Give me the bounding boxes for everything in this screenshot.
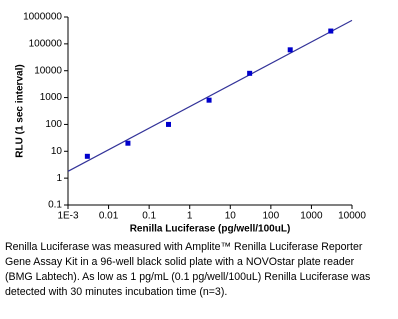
data-point xyxy=(166,121,172,127)
x-tick-label: 1 xyxy=(187,211,193,222)
fit-line xyxy=(67,19,353,172)
x-tick-label: 10000 xyxy=(338,211,366,222)
x-tick-label: 0.01 xyxy=(99,211,119,222)
x-axis-label: Renilla Luciferase (pg/well/100uL) xyxy=(130,224,291,235)
data-point xyxy=(287,47,293,53)
caption-line: (BMG Labtech). As low as 1 pg/mL (0.1 pg… xyxy=(5,271,371,283)
y-axis-label: RLU (1 sec interval) xyxy=(15,64,26,157)
y-tick-label: 10 xyxy=(51,146,63,157)
y-tick-label: 0.1 xyxy=(48,200,62,211)
data-point xyxy=(206,97,212,103)
data-point xyxy=(84,153,90,159)
y-tick-label: 10000 xyxy=(34,65,62,76)
y-tick-label: 1000000 xyxy=(23,12,62,23)
data-point xyxy=(125,140,131,146)
x-tick-label: 100 xyxy=(263,211,280,222)
caption-line: Renilla Luciferase was measured with Amp… xyxy=(5,241,363,253)
chart: RLU (1 sec interval) Renilla Luciferase … xyxy=(15,12,367,235)
y-tick-label: 1 xyxy=(56,173,62,184)
y-tick-label: 100000 xyxy=(29,38,63,49)
x-tick-label: 1E-3 xyxy=(57,211,79,222)
y-tick-label: 100 xyxy=(45,119,62,130)
caption-line: Gene Assay Kit in a 96-well black solid … xyxy=(5,256,355,268)
y-tick-label: 1000 xyxy=(40,92,63,103)
x-tick-label: 10 xyxy=(225,211,237,222)
caption-line: detected with 30 minutes incubation time… xyxy=(5,286,228,298)
x-tick-label: 0.1 xyxy=(142,211,156,222)
data-point xyxy=(247,70,253,76)
data-point xyxy=(328,28,334,34)
x-tick-label: 1000 xyxy=(300,211,323,222)
caption: Renilla Luciferase was measured with Amp… xyxy=(5,240,370,300)
